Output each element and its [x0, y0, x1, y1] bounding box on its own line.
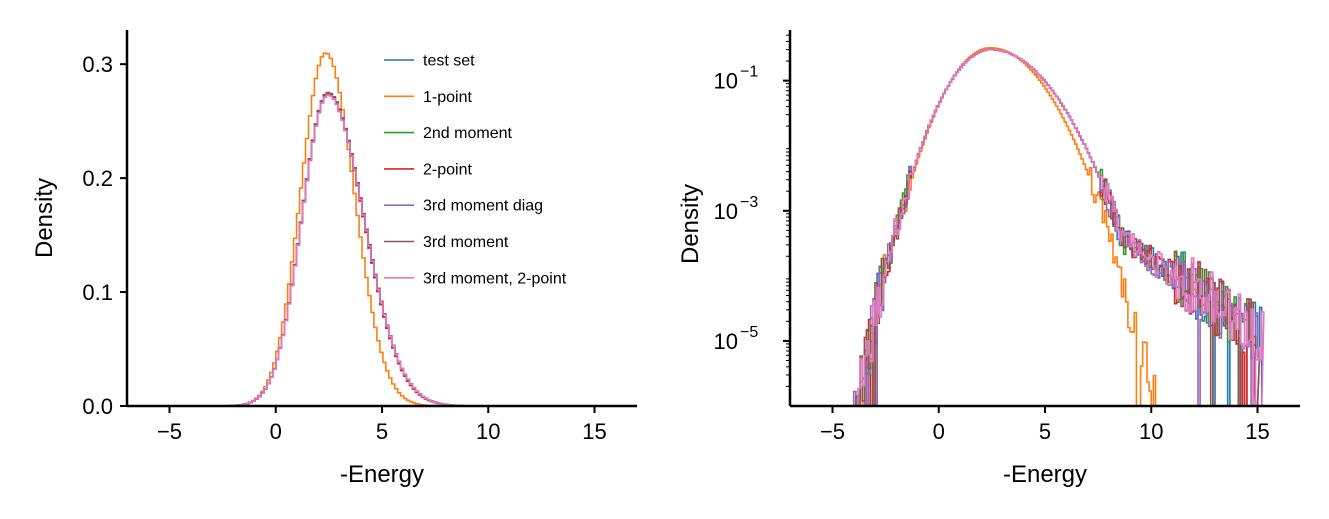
legend-label: 2-point	[423, 161, 472, 178]
left-series-1-point	[201, 52, 511, 407]
right-y-ticks: 10−510−310−1	[714, 34, 790, 387]
right-series-2-point	[826, 48, 1257, 407]
right-series-2nd-moment	[826, 48, 1256, 407]
legend-entry-test-set: test set	[384, 53, 475, 70]
right-x-tick-label: 0	[933, 419, 945, 444]
left-y-ticks: 0.0 0.1 0.2 0.3	[82, 52, 127, 419]
legend-label: 3rd moment, 2-point	[423, 270, 567, 287]
legend-entry-2nd-moment: 2nd moment	[384, 125, 512, 142]
legend-label: 1-point	[423, 89, 472, 106]
right-series-3rd-moment-diag	[828, 48, 1261, 407]
right-y-axis-label: Density	[677, 184, 704, 264]
legend-entry-3rd-moment-diag: 3rd moment diag	[384, 198, 543, 215]
right-series-3rd-moment-2-point	[828, 48, 1265, 407]
left-y-tick-label: 0.1	[82, 280, 113, 305]
left-chart-panel: −5 0 5 10 15 0.0 0.1 0.2 0.3 -Energy Density te…	[31, 30, 637, 488]
right-x-ticks: −5 0 5 10 15	[820, 406, 1270, 444]
right-x-axis-label: -Energy	[1003, 461, 1087, 488]
legend-label: 2nd moment	[423, 125, 512, 142]
right-chart-panel: −5 0 5 10 15 10−510−310−1 -Energy Density	[677, 30, 1300, 488]
left-y-tick-label: 0.3	[82, 52, 113, 77]
left-x-tick-label: 0	[270, 419, 282, 444]
right-y-tick-label: 10	[714, 199, 738, 224]
legend-entry-3rd-moment: 3rd moment	[384, 234, 509, 251]
legend-label: 3rd moment diag	[423, 198, 543, 215]
left-x-tick-label: 15	[582, 419, 606, 444]
right-x-tick-label: −5	[820, 419, 845, 444]
left-x-tick-label: −5	[157, 419, 182, 444]
right-x-tick-label: 10	[1139, 419, 1163, 444]
right-x-tick-label: 5	[1039, 419, 1051, 444]
legend-label: 3rd moment	[423, 234, 509, 251]
legend-entry-2-point: 2-point	[384, 161, 472, 178]
right-x-tick-label: 15	[1245, 419, 1269, 444]
left-series-group	[201, 52, 511, 407]
left-series-3rd-moment-2-point	[201, 94, 511, 407]
right-y-tick-exponent: −1	[740, 64, 758, 81]
right-y-tick-exponent: −3	[740, 194, 758, 211]
legend-entry-1-point: 1-point	[384, 89, 472, 106]
legend-entry-3rd-moment-2-point: 3rd moment, 2-point	[384, 270, 567, 287]
right-y-tick-exponent: −5	[740, 324, 758, 341]
left-y-tick-label: 0.0	[82, 394, 113, 419]
legend-label: test set	[423, 53, 475, 70]
right-series-1-point	[861, 47, 1186, 407]
right-series-group	[821, 47, 1265, 407]
left-x-axis-label: -Energy	[340, 461, 424, 488]
legend: test set 1-point 2nd moment 2-point 3rd mome…	[384, 53, 567, 287]
left-x-tick-label: 10	[476, 419, 500, 444]
left-y-axis-label: Density	[31, 178, 58, 258]
left-x-ticks: −5 0 5 10 15	[157, 406, 607, 444]
left-y-tick-label: 0.2	[82, 166, 113, 191]
left-x-tick-label: 5	[376, 419, 388, 444]
right-y-tick-label: 10	[714, 329, 738, 354]
right-y-tick-label: 10	[714, 69, 738, 94]
